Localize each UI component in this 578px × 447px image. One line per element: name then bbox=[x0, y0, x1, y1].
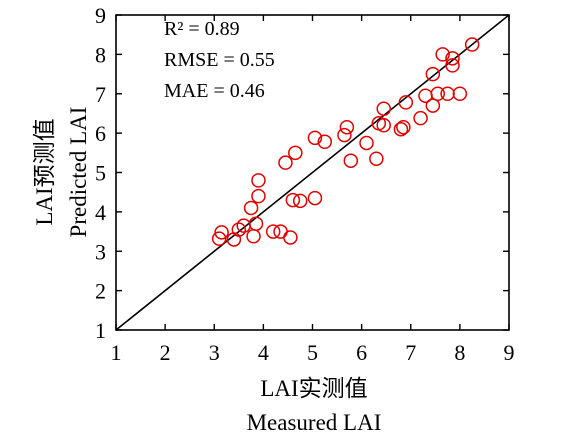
x-tick-label: 1 bbox=[111, 340, 122, 365]
data-point bbox=[445, 51, 460, 66]
y-tick-label: 2 bbox=[95, 279, 106, 304]
data-point bbox=[307, 130, 323, 146]
data-point bbox=[435, 47, 450, 62]
data-point bbox=[452, 86, 468, 101]
points-layer bbox=[211, 37, 480, 247]
x-tick-label: 6 bbox=[356, 340, 367, 365]
data-point bbox=[317, 134, 333, 150]
data-point bbox=[283, 230, 298, 245]
data-point bbox=[376, 118, 391, 133]
y-tick-label: 8 bbox=[95, 42, 106, 67]
data-point bbox=[425, 98, 441, 113]
y-tick-label: 9 bbox=[95, 3, 106, 28]
data-point bbox=[393, 121, 409, 137]
data-point bbox=[251, 188, 266, 204]
x-tick-label: 7 bbox=[405, 340, 416, 365]
rmse-label: RMSE = 0.55 bbox=[164, 49, 275, 71]
data-point bbox=[307, 190, 323, 206]
data-point bbox=[211, 231, 227, 246]
r2-label: R² = 0.89 bbox=[164, 18, 240, 40]
y-tick-label: 5 bbox=[95, 161, 106, 186]
y-axis-title-en: Predicted LAI bbox=[66, 107, 91, 238]
data-point bbox=[369, 151, 384, 166]
data-point bbox=[288, 145, 303, 161]
data-point bbox=[337, 127, 352, 143]
data-point bbox=[396, 119, 411, 135]
y-tick-label: 6 bbox=[95, 121, 106, 146]
x-axis-title: LAI实测值 bbox=[260, 376, 367, 401]
axes-layer: 1 2 3 4 5 6 7 8 9 1 2 3 4 5 6 7 8 9 bbox=[95, 3, 515, 365]
x-tick-label: 9 bbox=[504, 340, 515, 365]
data-point bbox=[445, 58, 460, 73]
mae-label: MAE = 0.46 bbox=[164, 80, 265, 102]
x-axis-title-en: Measured LAI bbox=[247, 410, 382, 435]
data-point bbox=[398, 95, 414, 110]
one-to-one-line bbox=[115, 14, 510, 331]
data-point bbox=[278, 155, 293, 170]
data-point bbox=[425, 66, 441, 82]
data-point bbox=[359, 135, 374, 151]
data-point bbox=[265, 224, 281, 239]
text-layer: R² = 0.89 RMSE = 0.55 MAE = 0.46 LAI实测值 … bbox=[32, 18, 381, 435]
x-tick-label: 8 bbox=[454, 340, 465, 365]
data-point bbox=[246, 229, 261, 244]
data-point bbox=[343, 153, 359, 168]
data-point bbox=[430, 86, 446, 101]
y-tick-label: 1 bbox=[95, 318, 106, 343]
data-point bbox=[413, 110, 428, 126]
data-point bbox=[273, 224, 288, 239]
x-tick-label: 3 bbox=[209, 340, 220, 365]
data-point bbox=[464, 37, 480, 52]
data-point bbox=[376, 101, 391, 116]
data-point bbox=[440, 86, 455, 101]
data-point bbox=[243, 200, 259, 216]
data-point bbox=[231, 222, 247, 237]
y-axis-title: LAI预测值 bbox=[32, 118, 57, 225]
data-point bbox=[292, 193, 308, 209]
x-tick-label: 4 bbox=[258, 340, 269, 365]
data-point bbox=[339, 119, 355, 135]
data-point bbox=[251, 173, 266, 188]
data-point bbox=[214, 225, 229, 240]
y-tick-label: 7 bbox=[95, 82, 106, 107]
y-tick-label: 3 bbox=[95, 239, 106, 264]
y-tick-label: 4 bbox=[95, 200, 106, 225]
data-point bbox=[248, 216, 264, 231]
data-point bbox=[285, 192, 301, 208]
x-tick-label: 2 bbox=[160, 340, 171, 365]
x-tick-label: 5 bbox=[307, 340, 318, 365]
reference-line-layer bbox=[115, 14, 510, 331]
